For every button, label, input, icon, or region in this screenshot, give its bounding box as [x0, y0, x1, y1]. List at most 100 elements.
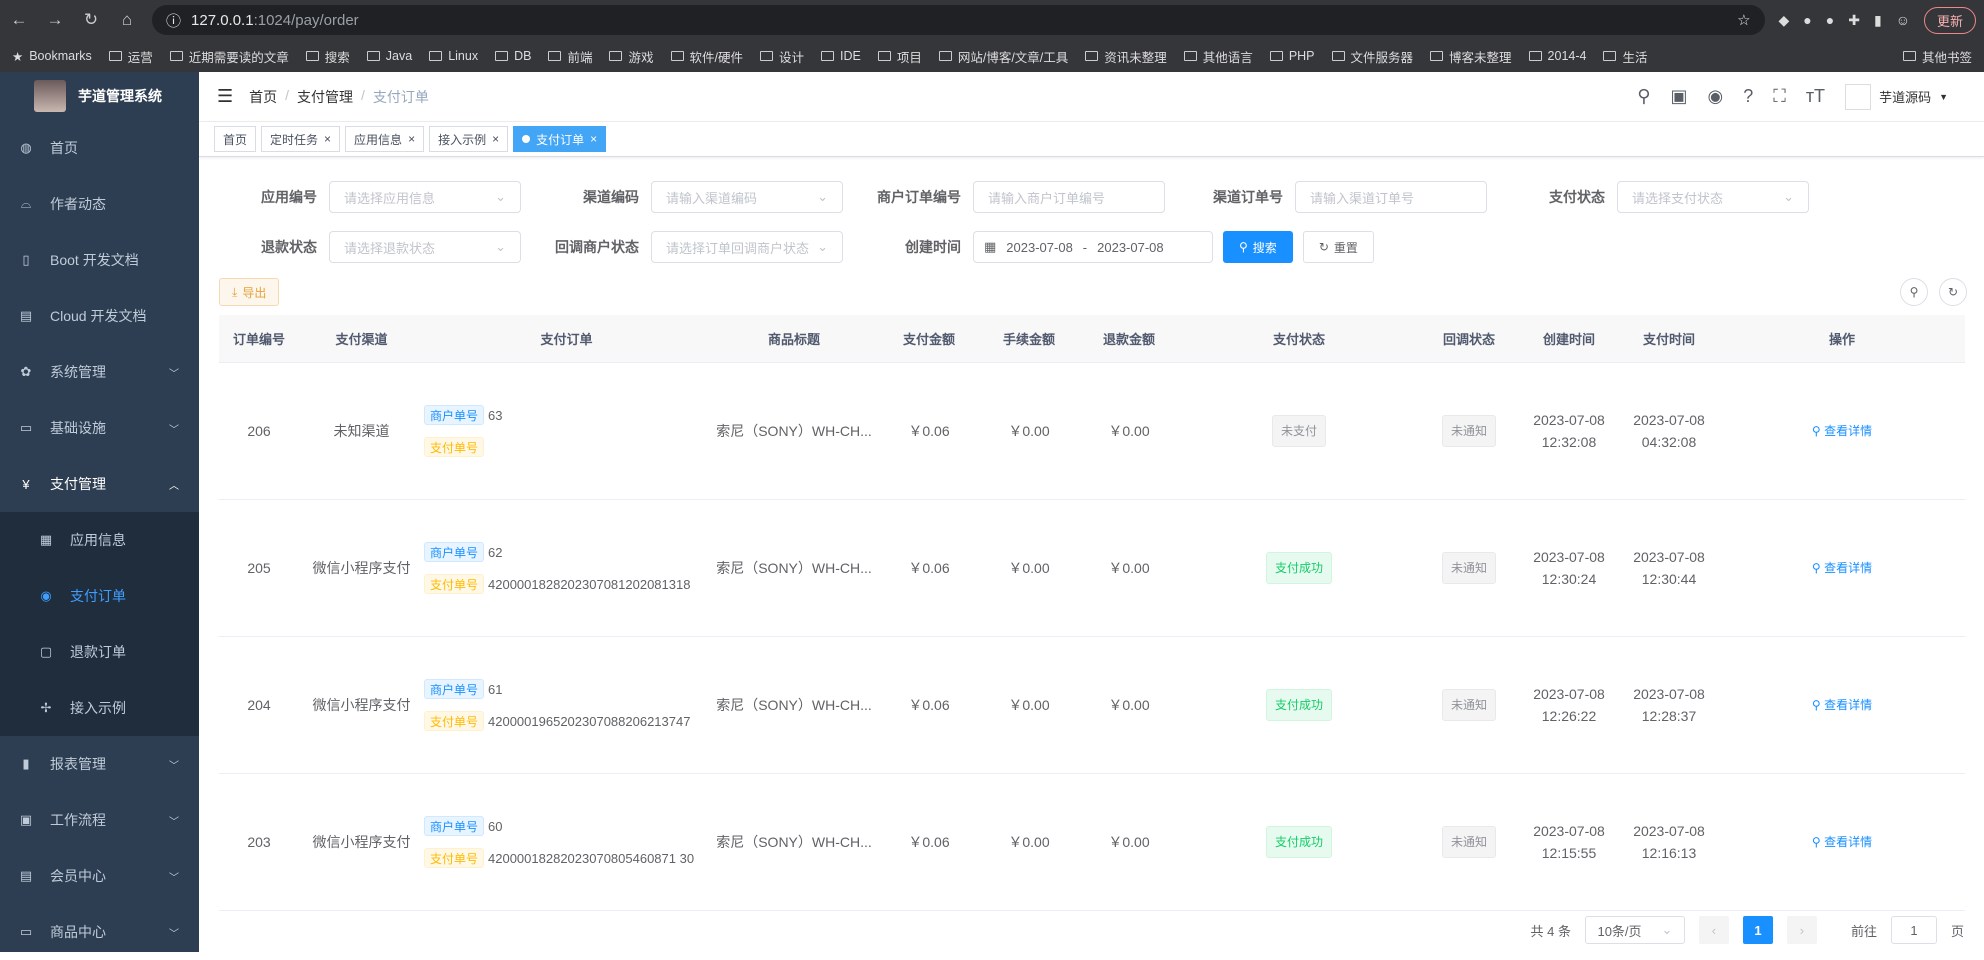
view-detail-link[interactable]: ⚲ 查看详情 — [1811, 561, 1873, 575]
sidepanel-icon[interactable]: ▮ — [1873, 11, 1882, 28]
hamburger-icon[interactable]: ☰ — [217, 86, 234, 106]
bookmark-item[interactable]: 其他语言 — [1183, 47, 1253, 66]
folder-icon — [1603, 51, 1617, 61]
bookmark-item[interactable]: 2014-4 — [1528, 49, 1586, 63]
sidebar-item[interactable]: ◍ 首页 — [0, 120, 199, 176]
address-bar[interactable]: ⓘ 127.0.0.1:1024/pay/order ☆ — [152, 5, 1765, 35]
bookmark-item[interactable]: 搜索 — [305, 47, 350, 66]
view-detail-link[interactable]: ⚲ 查看详情 — [1811, 424, 1873, 438]
tag-item[interactable]: 定时任务 × — [261, 126, 341, 152]
bookmark-item[interactable]: 游戏 — [609, 47, 654, 66]
merchant-no: 61 — [488, 681, 503, 697]
page-1-button[interactable]: 1 — [1742, 916, 1773, 944]
channel-select[interactable]: 请输入渠道编码 ⌄ — [651, 181, 843, 213]
other-bookmarks[interactable]: 其他书签 — [1902, 47, 1972, 66]
pay-status-select[interactable]: 请选择支付状态 ⌄ — [1617, 181, 1809, 213]
chat-icon[interactable]: ▣ — [1670, 86, 1688, 106]
sidebar-item[interactable]: ¥ 支付管理 ︿ — [0, 456, 199, 512]
bookmark-item[interactable]: 网站/博客/文章/工具 — [938, 47, 1068, 66]
bookmark-item[interactable]: PHP — [1269, 49, 1315, 63]
sidebar-item[interactable]: ▤ Cloud 开发文档 — [19, 308, 147, 324]
search-icon[interactable]: ⚲ — [1637, 86, 1651, 106]
bookmark-item[interactable]: 软件/硬件 — [670, 47, 743, 66]
close-icon[interactable]: × — [492, 132, 500, 146]
sidebar-subitem[interactable]: ▢ 退款订单 — [39, 644, 126, 660]
tag-item[interactable]: 应用信息 × — [345, 126, 425, 152]
sidebar-item[interactable]: ▭ 基础设施 ﹀ — [19, 420, 179, 436]
logo-image — [34, 80, 66, 112]
bookmark-item[interactable]: DB — [495, 49, 531, 63]
sidebar: 芋道管理系统 ◍ 首页 ⌓ 作者动态 ▯ Boot 开发文档 ▤ Cloud 开发文档 ✿ 系统管… — [0, 72, 199, 952]
reset-button[interactable]: ↻ 重置 — [1302, 231, 1374, 263]
view-detail-link[interactable]: ⚲ 查看详情 — [1811, 698, 1873, 712]
extension-icon[interactable]: ● — [1825, 12, 1835, 28]
github-icon[interactable]: ◉ — [1707, 86, 1724, 106]
help-icon[interactable]: ? — [1743, 86, 1754, 106]
sidebar-item[interactable]: ▮ 报表管理 ﹀ — [0, 736, 199, 792]
tag-item[interactable]: 接入示例 × — [429, 126, 509, 152]
breadcrumb-home[interactable]: 首页 — [249, 88, 278, 105]
fullscreen-icon[interactable]: ⛶ — [1773, 86, 1786, 106]
bookmark-item[interactable]: 博客未整理 — [1430, 47, 1512, 66]
refresh-button[interactable]: ↻ — [1939, 278, 1967, 306]
breadcrumb-pay[interactable]: 支付管理 — [297, 88, 354, 105]
create-time-range[interactable]: ▦ 2023-07-08-2023-07-08 — [973, 231, 1213, 263]
bookmark-item[interactable]: 资讯未整理 — [1085, 47, 1167, 66]
sidebar-subitem[interactable]: ▦ 应用信息 — [39, 532, 126, 548]
update-button[interactable]: 更新 — [1923, 6, 1976, 34]
sidebar-item[interactable]: ▭ 商品中心 ﹀ — [19, 924, 179, 940]
star-icon[interactable]: ☆ — [1737, 12, 1751, 29]
home-icon[interactable]: ⌂ — [121, 10, 133, 29]
prev-page-button[interactable]: ‹ — [1698, 916, 1729, 944]
search-button[interactable]: ⚲ 搜索 — [1223, 231, 1293, 263]
avatar — [1845, 83, 1872, 110]
sidebar-subitem[interactable]: ◉ 支付订单 — [0, 568, 199, 624]
merchant-order-input[interactable]: 请输入商户订单编号 — [973, 181, 1165, 213]
bookmark-item[interactable]: 文件服务器 — [1331, 47, 1413, 66]
back-icon[interactable]: ← — [10, 10, 28, 29]
close-icon[interactable]: × — [408, 132, 416, 146]
bookmark-item[interactable]: IDE — [821, 49, 861, 63]
font-size-icon[interactable]: ᴛT — [1805, 86, 1826, 106]
chevron-down-icon: ﹀ — [169, 872, 179, 884]
user-menu[interactable]: 芋道源码 ▼ — [1845, 83, 1948, 110]
view-detail-link[interactable]: ⚲ 查看详情 — [1811, 835, 1873, 849]
sidebar-item[interactable]: ✿ 系统管理 ﹀ — [0, 344, 199, 400]
logo[interactable]: 芋道管理系统 — [0, 72, 199, 120]
refund-status-select[interactable]: 请选择退款状态 ⌄ — [329, 231, 521, 263]
bookmark-item[interactable]: 近期需要读的文章 — [169, 47, 289, 66]
tag-item[interactable]: 支付订单 × — [513, 126, 607, 152]
next-page-button[interactable]: › — [1786, 916, 1817, 944]
extension-icon[interactable]: ◆ — [1778, 11, 1790, 28]
export-button[interactable]: ⤓ 导出 — [219, 278, 280, 306]
bookmark-item[interactable]: Java — [366, 49, 412, 63]
page-size-select[interactable]: 10条/页 ⌄ — [1584, 916, 1685, 944]
bookmark-item[interactable]: 项目 — [877, 47, 922, 66]
app-select[interactable]: 请选择应用信息 ⌄ — [329, 181, 521, 213]
bookmark-item[interactable]: 生活 — [1603, 47, 1648, 66]
goto-page-input[interactable]: 1 — [1890, 916, 1937, 944]
sidebar-item[interactable]: ▣ 工作流程 ﹀ — [19, 812, 179, 828]
reload-icon[interactable]: ↻ — [83, 10, 99, 29]
sidebar-subitem[interactable]: ✢ 接入示例 — [0, 680, 199, 736]
bookmark-item[interactable]: ★ Bookmarks — [12, 49, 92, 64]
bookmark-item[interactable]: 前端 — [548, 47, 592, 66]
column-header: 退款金额 — [1079, 315, 1179, 363]
bookmark-item[interactable]: Linux — [429, 49, 478, 63]
sidebar-item[interactable]: ▯ Boot 开发文档 — [0, 232, 199, 288]
extension-icon[interactable]: ● — [1803, 12, 1812, 28]
close-icon[interactable]: × — [590, 132, 598, 146]
puzzle-icon[interactable]: ✚ — [1848, 11, 1860, 28]
toggle-search-button[interactable]: ⚲ — [1900, 278, 1928, 306]
sidebar-item[interactable]: ▤ 会员中心 ﹀ — [19, 868, 179, 884]
bookmark-item[interactable]: 设计 — [759, 47, 804, 66]
profile-avatar[interactable]: ☺ — [1895, 12, 1910, 28]
channel-order-input[interactable]: 请输入渠道订单号 — [1295, 181, 1487, 213]
sidebar-item[interactable]: ⌓ 作者动态 — [0, 176, 199, 232]
close-icon[interactable]: × — [324, 132, 332, 146]
forward-icon[interactable]: → — [46, 10, 64, 29]
bookmark-item[interactable]: 运营 — [108, 47, 153, 66]
tag-item[interactable]: 首页 — [214, 126, 257, 152]
notify-status-select[interactable]: 请选择订单回调商户状态 ⌄ — [651, 231, 843, 263]
pagination: 共 4 条 10条/页 ⌄ ‹ 1 › 前往 1 页 — [1531, 916, 1964, 944]
